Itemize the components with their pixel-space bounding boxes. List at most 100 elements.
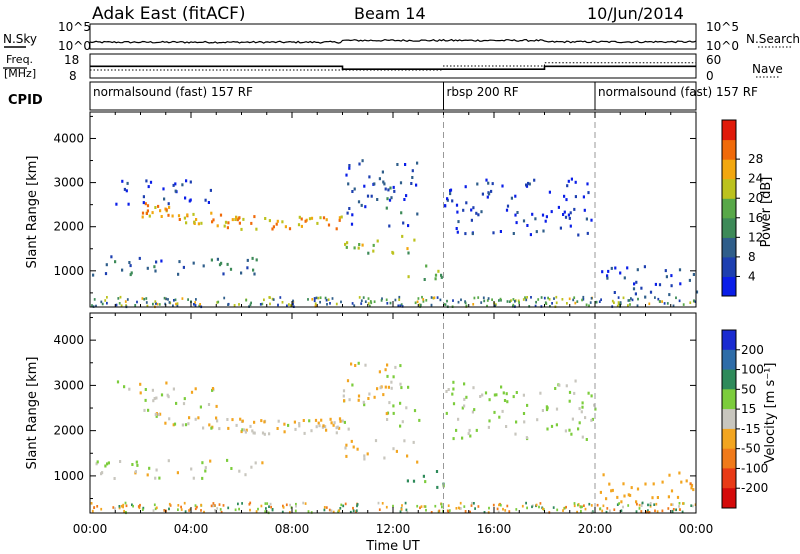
scatter-cell xyxy=(327,298,330,301)
scatter-cell xyxy=(681,510,684,514)
scatter-cell xyxy=(297,223,301,227)
scatter-cell xyxy=(386,374,389,378)
scatter-cell xyxy=(599,490,602,494)
scatter-cell xyxy=(134,470,137,474)
scatter-cell xyxy=(313,299,316,303)
scatter-cell xyxy=(440,502,443,506)
scatter-cell xyxy=(495,393,498,397)
scatter-cell xyxy=(362,400,365,404)
cpid-segment-label: normalsound (fast) 157 RF xyxy=(598,85,758,99)
scatter-cell xyxy=(470,208,473,212)
scatter-cell xyxy=(672,304,675,308)
scatter-cell xyxy=(593,403,596,407)
scatter-cell xyxy=(144,398,147,402)
scatter-cell xyxy=(475,428,478,432)
scatter-cell xyxy=(690,504,693,507)
scatter-cell xyxy=(145,301,148,304)
scatter-cell xyxy=(315,304,318,308)
scatter-cell xyxy=(125,189,128,193)
scatter-cell xyxy=(363,184,366,188)
scatter-cell xyxy=(146,304,149,308)
scatter-cell xyxy=(220,510,223,514)
scatter-cell xyxy=(192,212,195,216)
colorbar-swatch xyxy=(722,139,736,160)
scatter-cell xyxy=(176,302,179,305)
scatter-cell xyxy=(236,218,239,222)
scatter-cell xyxy=(178,218,181,221)
scatter-cell xyxy=(679,282,682,286)
scatter-cell xyxy=(649,502,652,505)
scatter-cell xyxy=(318,424,321,428)
scatter-cell xyxy=(286,304,288,308)
scatter-cell xyxy=(215,416,218,420)
scatter-cell xyxy=(649,505,652,508)
scatter-cell xyxy=(276,219,279,223)
scatter-cell xyxy=(576,300,579,303)
scatter-cell xyxy=(197,416,200,420)
scatter-cell xyxy=(115,202,118,206)
scatter-cell xyxy=(154,269,157,273)
scatter-cell xyxy=(351,302,354,305)
scatter-cell xyxy=(425,299,428,302)
scatter-cell xyxy=(316,221,319,225)
scatter-cell xyxy=(487,297,490,300)
x-tick-label: 12:00 xyxy=(376,522,411,536)
scatter-cell xyxy=(445,390,448,393)
scatter-cell xyxy=(456,210,459,214)
scatter-cell xyxy=(567,179,570,183)
scatter-cell xyxy=(627,493,630,497)
scatter-cell xyxy=(455,507,458,510)
scatter-cell xyxy=(392,185,395,189)
scatter-cell xyxy=(534,304,537,308)
colorbar-tick-label: -100 xyxy=(741,461,768,475)
scatter-cell xyxy=(539,391,542,395)
scatter-cell xyxy=(177,504,180,507)
scatter-cell xyxy=(403,198,406,201)
scatter-cell xyxy=(407,251,410,255)
scatter-cell xyxy=(158,476,161,480)
scatter-cell xyxy=(163,296,166,300)
scatter-cell xyxy=(322,216,326,220)
scatter-cell xyxy=(578,421,581,425)
scatter-cell xyxy=(574,180,577,184)
scatter-cell xyxy=(425,508,427,512)
scatter-cell xyxy=(250,221,253,225)
scatter-cell xyxy=(194,301,196,304)
scatter-cell xyxy=(287,423,290,427)
scatter-cell xyxy=(136,300,138,304)
scatter-cell xyxy=(215,404,218,408)
scatter-cell xyxy=(473,296,476,300)
scatter-cell xyxy=(332,510,335,514)
scatter-cell xyxy=(263,420,266,424)
scatter-cell xyxy=(456,230,459,234)
scatter-cell xyxy=(452,299,454,302)
scatter-cell xyxy=(194,417,197,421)
scatter-cell xyxy=(658,283,662,287)
scatter-cell xyxy=(544,219,547,223)
scatter-cell xyxy=(472,386,475,390)
scatter-cell xyxy=(167,298,169,301)
scatter-cell xyxy=(470,504,473,507)
scatter-cell xyxy=(564,215,568,219)
colorbar-swatch xyxy=(722,120,736,141)
scatter-cell xyxy=(483,511,486,514)
scatter-cell xyxy=(477,296,480,299)
scatter-cell xyxy=(123,385,126,389)
scatter-cell xyxy=(190,390,194,394)
scatter-cell xyxy=(527,181,530,185)
scatter-cell xyxy=(346,211,349,215)
scatter-cell xyxy=(434,504,437,508)
scatter-cell xyxy=(446,509,449,513)
scatter-cell xyxy=(630,297,632,300)
scatter-cell xyxy=(311,298,314,301)
scatter-cell xyxy=(407,385,410,389)
scatter-cell xyxy=(596,503,599,507)
scatter-cell xyxy=(470,218,473,222)
scatter-cell xyxy=(479,395,482,398)
scatter-cell xyxy=(240,430,243,434)
scatter-cell xyxy=(178,260,181,264)
scatter-cell xyxy=(653,503,656,506)
scatter-cell xyxy=(210,211,213,215)
scatter-cell xyxy=(344,242,347,246)
scatter-cell xyxy=(692,488,695,492)
